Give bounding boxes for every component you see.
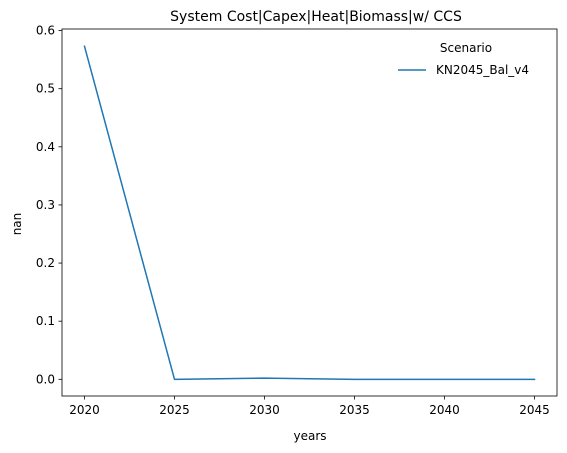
- y-axis-title: nan: [10, 213, 24, 236]
- legend-title: Scenario: [440, 41, 492, 55]
- x-tick-label-0: 2020: [69, 403, 100, 417]
- series-line-0: [83, 45, 536, 381]
- x-axis-title: years: [293, 429, 326, 443]
- x-tick-label-2: 2030: [249, 403, 280, 417]
- y-tick-label-0: 0.0: [36, 372, 55, 386]
- y-tick-label-6: 0.6: [36, 24, 55, 38]
- plot-frame: [61, 28, 558, 397]
- y-tick-label-5: 0.5: [36, 82, 55, 96]
- x-tick-label-3: 2035: [339, 403, 370, 417]
- plot-area: [83, 45, 536, 381]
- legend-label-kn2045-bal-v4: KN2045_Bal_v4: [436, 63, 529, 77]
- axes: 2020 2025 2030 2035 2040 2045 0.0 0.1 0.2 0.3 0.4 0…: [36, 24, 558, 417]
- y-tick-label-1: 0.1: [36, 314, 55, 328]
- x-tick-label-5: 2045: [519, 403, 550, 417]
- x-tick-label-4: 2040: [429, 403, 460, 417]
- y-tick-label-3: 0.3: [36, 198, 55, 212]
- y-tick-label-4: 0.4: [36, 140, 55, 154]
- y-tick-label-2: 0.2: [36, 256, 55, 270]
- x-tick-label-1: 2025: [159, 403, 190, 417]
- legend: Scenario KN2045_Bal_v4: [398, 41, 529, 77]
- chart-title: System Cost|Capex|Heat|Biomass|w/ CCS: [170, 9, 462, 25]
